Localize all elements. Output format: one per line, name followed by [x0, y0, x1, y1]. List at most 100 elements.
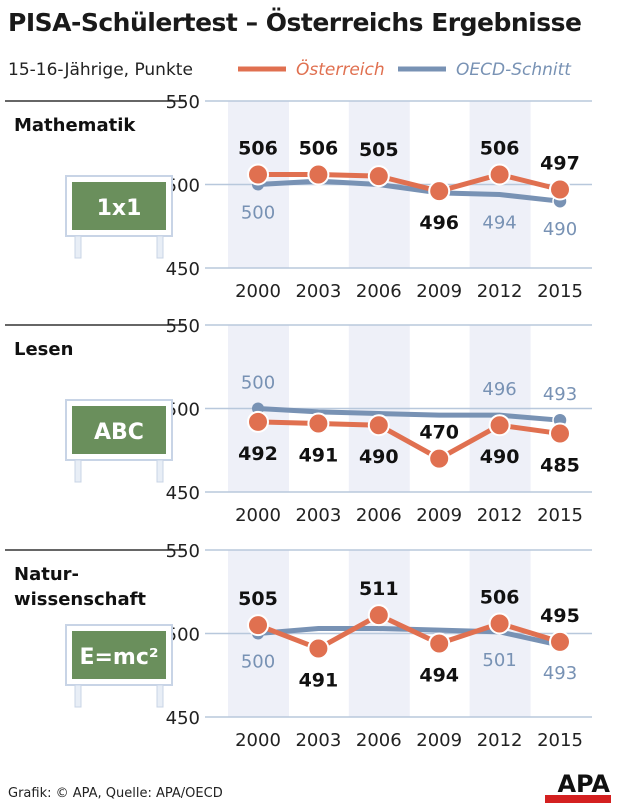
x-tick-label: 2000 — [235, 505, 281, 526]
austria-point — [549, 422, 571, 445]
board-label: 1x1 — [97, 196, 142, 221]
x-tick-label: 2006 — [356, 281, 402, 302]
austria-value-label: 505 — [359, 139, 399, 161]
board-leg — [74, 235, 82, 259]
oecd-line — [257, 406, 561, 423]
x-tick-label: 2003 — [295, 730, 341, 751]
austria-value-label: 511 — [359, 578, 399, 600]
x-tick-label: 2015 — [537, 730, 583, 751]
austria-value-label: 494 — [419, 665, 459, 687]
austria-value-label: 470 — [419, 422, 459, 444]
x-tick-label: 2012 — [477, 281, 523, 302]
apa-logo: APA — [545, 770, 611, 803]
austria-value-label: 497 — [540, 153, 580, 175]
x-tick-label: 2012 — [477, 730, 523, 751]
board-leg — [156, 459, 164, 483]
x-tick-label: 2015 — [537, 281, 583, 302]
section-title: wissenschaft — [14, 589, 146, 610]
legend-oecd-label: OECD-Schnitt — [456, 60, 572, 80]
austria-point — [549, 630, 571, 653]
chalkboard-icon: E=mc² — [65, 624, 173, 708]
y-tick-label: 500 — [166, 400, 200, 421]
panel-lesen: 550 500 450 2000 2003 2006 2009 2012 2015 Lesen AB… — [5, 316, 592, 526]
x-tick-label: 2012 — [477, 505, 523, 526]
panel-naturwissenschaft: 550 500 450 2000 2003 2006 2009 2012 2015 Natur-w… — [5, 541, 592, 751]
austria-value-label: 505 — [238, 588, 278, 610]
oecd-value-label: 500 — [241, 203, 275, 224]
x-tick-label: 2000 — [235, 281, 281, 302]
austria-value-label: 506 — [480, 586, 520, 608]
austria-point — [247, 614, 269, 637]
legend-austria-label: Österreich — [296, 58, 385, 80]
y-tick-label: 550 — [166, 541, 200, 562]
austria-value-label: 485 — [540, 455, 580, 477]
y-tick-label: 500 — [166, 625, 200, 646]
austria-point — [428, 180, 451, 203]
austria-value-label: 490 — [480, 446, 520, 468]
oecd-value-label: 490 — [543, 219, 577, 240]
board-label: E=mc² — [79, 645, 158, 670]
section-title: Lesen — [14, 339, 73, 360]
section-title: Mathematik — [14, 115, 136, 136]
y-tick-label: 450 — [166, 708, 200, 729]
austria-point — [307, 412, 330, 435]
panel-mathematik: 550 500 450 2000 2003 2006 2009 2012 2015 Mathema… — [5, 92, 592, 302]
x-tick-label: 2006 — [356, 505, 402, 526]
x-tick-label: 2009 — [416, 281, 462, 302]
austria-point — [488, 612, 511, 635]
austria-point — [247, 410, 269, 433]
austria-point — [307, 637, 330, 660]
austria-point — [488, 414, 511, 437]
chalkboard-icon: 1x1 — [65, 175, 173, 259]
x-tick-label: 2009 — [416, 730, 462, 751]
board-leg — [74, 459, 82, 483]
austria-point — [488, 163, 511, 186]
y-tick-label: 500 — [166, 176, 200, 197]
y-tick-label: 450 — [166, 483, 200, 504]
oecd-value-label: 500 — [241, 652, 275, 673]
austria-value-label: 491 — [299, 670, 339, 692]
austria-value-label: 492 — [238, 443, 278, 465]
austria-value-label: 496 — [419, 212, 459, 234]
x-tick-label: 2009 — [416, 505, 462, 526]
chalkboard-icon: ABC — [65, 399, 173, 483]
x-tick-label: 2000 — [235, 730, 281, 751]
x-tick-label: 2003 — [295, 281, 341, 302]
oecd-value-label: 493 — [543, 384, 577, 405]
austria-point — [367, 414, 390, 437]
board-leg — [74, 684, 82, 708]
board-surface — [72, 406, 166, 454]
austria-point — [307, 163, 330, 186]
austria-point — [549, 178, 571, 201]
oecd-line — [257, 178, 561, 204]
logo-bar — [545, 795, 611, 803]
x-tick-label: 2006 — [356, 730, 402, 751]
section-title: Natur- — [14, 564, 79, 585]
austria-point — [247, 163, 269, 186]
source-note: Grafik: © APA, Quelle: APA/OECD — [8, 786, 223, 801]
y-tick-label: 550 — [166, 92, 200, 113]
austria-point — [367, 604, 390, 627]
austria-value-label: 506 — [238, 137, 278, 159]
page-title: PISA-Schülertest – Österreichs Ergebniss… — [8, 8, 582, 37]
board-leg — [156, 684, 164, 708]
austria-value-label: 490 — [359, 446, 399, 468]
austria-point — [428, 632, 451, 655]
y-tick-label: 450 — [166, 259, 200, 280]
oecd-value-label: 494 — [482, 213, 516, 234]
logo-text: APA — [557, 770, 610, 798]
austria-value-label: 495 — [540, 605, 580, 627]
board-surface — [72, 631, 166, 679]
austria-value-label: 491 — [299, 445, 339, 467]
x-tick-label: 2015 — [537, 505, 583, 526]
legend-subtitle: 15-16-Jährige, Punkte — [8, 60, 193, 80]
oecd-value-label: 496 — [482, 379, 516, 400]
oecd-value-label: 501 — [482, 650, 516, 671]
board-label: ABC — [94, 420, 144, 445]
board-leg — [156, 235, 164, 259]
board-surface — [72, 182, 166, 230]
austria-point — [428, 447, 451, 470]
austria-value-label: 506 — [299, 137, 339, 159]
